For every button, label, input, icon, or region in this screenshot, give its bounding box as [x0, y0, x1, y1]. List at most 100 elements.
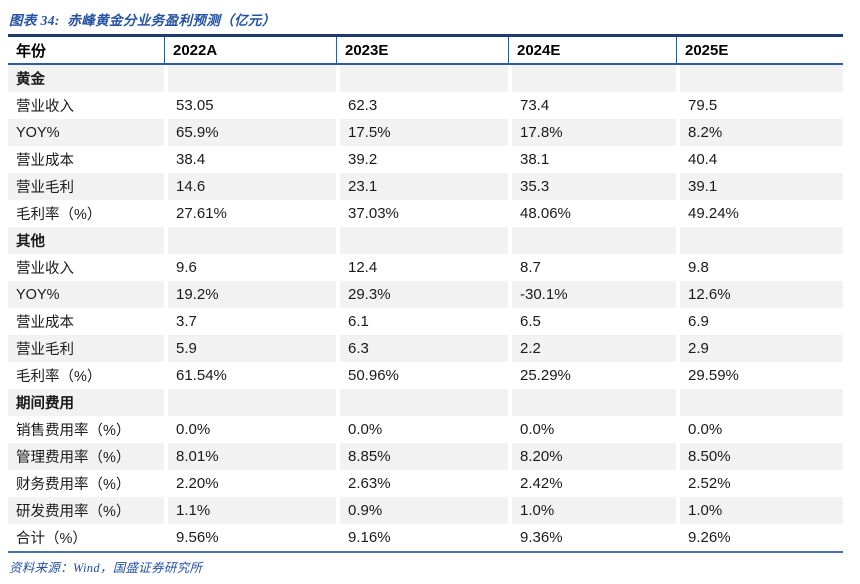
cell-value: 39.1	[676, 173, 843, 200]
cell-value: 27.61%	[164, 200, 336, 227]
cell-value: 9.56%	[164, 524, 336, 551]
chart-title: 图表 34: 赤峰黄金分业务盈利预测（亿元）	[9, 13, 276, 28]
section-row: 其他	[8, 227, 843, 254]
row-label: 研发费用率（%）	[8, 497, 164, 524]
table-row: YOY% 19.2% 29.3% -30.1% 12.6%	[8, 281, 843, 308]
cell-value: 9.16%	[336, 524, 508, 551]
cell-value: 1.0%	[508, 497, 676, 524]
cell-value: 35.3	[508, 173, 676, 200]
cell-value: 29.59%	[676, 362, 843, 389]
row-label: 营业收入	[8, 92, 164, 119]
row-label: 合计（%）	[8, 524, 164, 551]
cell-value: 38.4	[164, 146, 336, 173]
cell-value	[508, 389, 676, 416]
cell-value: 6.3	[336, 335, 508, 362]
cell-value: 2.9	[676, 335, 843, 362]
cell-value: 61.54%	[164, 362, 336, 389]
cell-value	[336, 65, 508, 92]
cell-value: 65.9%	[164, 119, 336, 146]
cell-value: 25.29%	[508, 362, 676, 389]
cell-value: 12.4	[336, 254, 508, 281]
table-body: 黄金 营业收入 53.05 62.3 73.4 79.5 YOY% 65.9% 17.5% 17.…	[8, 65, 843, 551]
cell-value: 73.4	[508, 92, 676, 119]
cell-value: 48.06%	[508, 200, 676, 227]
section-row: 黄金	[8, 65, 843, 92]
row-label: 营业毛利	[8, 173, 164, 200]
row-label: YOY%	[8, 281, 164, 308]
cell-value: 8.01%	[164, 443, 336, 470]
cell-value: 3.7	[164, 308, 336, 335]
cell-value	[164, 389, 336, 416]
cell-value: 9.8	[676, 254, 843, 281]
cell-value: 49.24%	[676, 200, 843, 227]
cell-value: 8.50%	[676, 443, 843, 470]
table-row: 销售费用率（%） 0.0% 0.0% 0.0% 0.0%	[8, 416, 843, 443]
cell-value	[676, 389, 843, 416]
cell-value: 38.1	[508, 146, 676, 173]
row-label: 毛利率（%）	[8, 362, 164, 389]
table-row: 营业毛利 14.6 23.1 35.3 39.1	[8, 173, 843, 200]
header-cell-2024e: 2024E	[508, 37, 676, 65]
cell-value: 39.2	[336, 146, 508, 173]
cell-value: -30.1%	[508, 281, 676, 308]
header-cell-2023e: 2023E	[336, 37, 508, 65]
cell-value: 40.4	[676, 146, 843, 173]
cell-value: 79.5	[676, 92, 843, 119]
table-header: 年份 2022A 2023E 2024E 2025E	[8, 37, 843, 65]
cell-value: 8.20%	[508, 443, 676, 470]
cell-value: 0.9%	[336, 497, 508, 524]
table-row: 营业成本 3.7 6.1 6.5 6.9	[8, 308, 843, 335]
cell-value: 37.03%	[336, 200, 508, 227]
cell-value: 2.2	[508, 335, 676, 362]
cell-value	[676, 227, 843, 254]
cell-value: 9.6	[164, 254, 336, 281]
row-label: 管理费用率（%）	[8, 443, 164, 470]
cell-value: 17.8%	[508, 119, 676, 146]
row-label: 期间费用	[8, 389, 164, 416]
cell-value: 9.26%	[676, 524, 843, 551]
cell-value: 6.1	[336, 308, 508, 335]
cell-value	[336, 389, 508, 416]
cell-value: 2.20%	[164, 470, 336, 497]
row-label: 营业毛利	[8, 335, 164, 362]
table-row: 财务费用率（%） 2.20% 2.63% 2.42% 2.52%	[8, 470, 843, 497]
row-label: YOY%	[8, 119, 164, 146]
cell-value: 2.42%	[508, 470, 676, 497]
cell-value: 8.2%	[676, 119, 843, 146]
table-row: 研发费用率（%） 1.1% 0.9% 1.0% 1.0%	[8, 497, 843, 524]
header-cell-2022a: 2022A	[164, 37, 336, 65]
cell-value: 0.0%	[676, 416, 843, 443]
cell-value: 1.0%	[676, 497, 843, 524]
cell-value: 50.96%	[336, 362, 508, 389]
cell-value: 6.9	[676, 308, 843, 335]
source-note: 资料来源：Wind，国盛证券研究所	[9, 561, 203, 575]
cell-value: 9.36%	[508, 524, 676, 551]
row-label: 营业成本	[8, 146, 164, 173]
row-label: 毛利率（%）	[8, 200, 164, 227]
cell-value: 6.5	[508, 308, 676, 335]
cell-value: 1.1%	[164, 497, 336, 524]
cell-value: 29.3%	[336, 281, 508, 308]
section-row: 期间费用	[8, 389, 843, 416]
table-row: 营业成本 38.4 39.2 38.1 40.4	[8, 146, 843, 173]
cell-value: 23.1	[336, 173, 508, 200]
cell-value: 2.63%	[336, 470, 508, 497]
table-row: YOY% 65.9% 17.5% 17.8% 8.2%	[8, 119, 843, 146]
row-label: 其他	[8, 227, 164, 254]
cell-value: 19.2%	[164, 281, 336, 308]
forecast-table: 年份 2022A 2023E 2024E 2025E 黄金 营业收入 53.05 62…	[8, 34, 843, 553]
table-row: 合计（%） 9.56% 9.16% 9.36% 9.26%	[8, 524, 843, 551]
cell-value	[164, 227, 336, 254]
cell-value: 8.7	[508, 254, 676, 281]
row-label: 财务费用率（%）	[8, 470, 164, 497]
cell-value: 0.0%	[164, 416, 336, 443]
table-row: 毛利率（%） 61.54% 50.96% 25.29% 29.59%	[8, 362, 843, 389]
row-label: 营业收入	[8, 254, 164, 281]
cell-value: 0.0%	[508, 416, 676, 443]
row-label: 黄金	[8, 65, 164, 92]
cell-value	[676, 65, 843, 92]
cell-value	[336, 227, 508, 254]
cell-value	[164, 65, 336, 92]
cell-value: 12.6%	[676, 281, 843, 308]
